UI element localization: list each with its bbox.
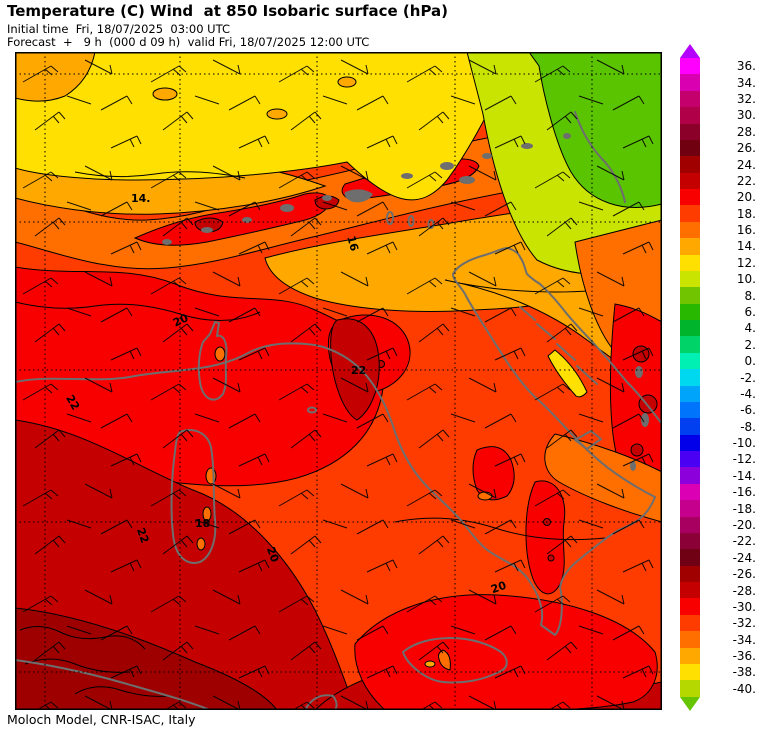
colorbar-band bbox=[680, 418, 700, 435]
colorbar-tick-label: 14. bbox=[736, 239, 756, 254]
colorbar-tick-label: -4. bbox=[740, 386, 756, 401]
colorbar-tick-label: -28. bbox=[732, 583, 756, 598]
colorbar-tick-label: -18. bbox=[732, 501, 756, 516]
colorbar-band bbox=[680, 549, 700, 566]
initial-time-line: Initial time Fri, 18/07/2025 03:00 UTC bbox=[7, 22, 230, 36]
colorbar-band bbox=[680, 451, 700, 468]
colorbar-band bbox=[680, 254, 700, 271]
colorbar-tick-label: 30. bbox=[736, 108, 756, 123]
model-credit: Moloch Model, CNR-ISAC, Italy bbox=[7, 712, 196, 727]
colorbar-tick-label: -14. bbox=[732, 468, 756, 483]
colorbar-band bbox=[680, 205, 700, 222]
colorbar-tick-label: -40. bbox=[732, 681, 756, 696]
colorbar-tick-label: -30. bbox=[732, 599, 756, 614]
colorbar-tick-label: 32. bbox=[736, 91, 756, 106]
colorbar-band bbox=[680, 647, 700, 664]
colorbar-band bbox=[680, 172, 700, 189]
weather-map bbox=[15, 52, 662, 710]
colorbar-tick-label: 24. bbox=[736, 157, 756, 172]
colorbar-tick-label: -36. bbox=[732, 649, 756, 664]
colorbar-band bbox=[680, 401, 700, 419]
colorbar-band bbox=[680, 467, 700, 484]
colorbar-tick-label: -12. bbox=[732, 452, 756, 467]
colorbar-tick-label: -32. bbox=[732, 616, 756, 631]
colorbar-band bbox=[680, 369, 700, 386]
colorbar-band bbox=[680, 189, 700, 206]
colorbar-tick-label: -20. bbox=[732, 517, 756, 532]
colorbar-band bbox=[680, 352, 700, 370]
colorbar-tick-label: 20. bbox=[736, 190, 756, 205]
forecast-valid-line: Forecast + 9 h (000 d 09 h) valid Fri, 1… bbox=[7, 35, 370, 49]
colorbar-ticks: 36. 34. 32. 30. 28. 26. 24. 22. 20. 18. 16. 14. 12. 1… bbox=[680, 44, 758, 724]
colorbar-band bbox=[680, 123, 700, 140]
colorbar-band bbox=[680, 287, 700, 304]
colorbar-tick-label: -26. bbox=[732, 567, 756, 582]
colorbar-tick-label: 28. bbox=[736, 124, 756, 139]
colorbar-tick-label: -10. bbox=[732, 436, 756, 451]
colorbar-tick-label: 10. bbox=[736, 272, 756, 287]
colorbar-arrow-up bbox=[680, 44, 700, 58]
colorbar-arrow-down bbox=[680, 697, 700, 711]
colorbar-band bbox=[680, 500, 700, 517]
colorbar-tick-label: 22. bbox=[736, 173, 756, 188]
colorbar-band bbox=[680, 614, 700, 632]
colorbar-tick-label: -24. bbox=[732, 550, 756, 565]
colorbar-band bbox=[680, 516, 700, 533]
colorbar-band bbox=[680, 270, 700, 288]
colorbar-band bbox=[680, 680, 700, 697]
colorbar-tick-label: 26. bbox=[736, 141, 756, 156]
colorbar-tick-label: -6. bbox=[740, 403, 756, 418]
colorbar-band bbox=[680, 483, 700, 501]
colorbar-tick-label: 36. bbox=[736, 59, 756, 74]
colorbar-tick-label: 12. bbox=[736, 255, 756, 270]
colorbar: 36. 34. 32. 30. 28. 26. 24. 22. 20. 18. 16. 14. 12. 1… bbox=[680, 44, 758, 724]
colorbar-tick-label: 34. bbox=[736, 75, 756, 90]
colorbar-tick-label: 6. bbox=[744, 304, 756, 319]
colorbar-band bbox=[680, 434, 700, 451]
colorbar-band bbox=[680, 221, 700, 239]
colorbar-tick-label: -8. bbox=[740, 419, 756, 434]
colorbar-band bbox=[680, 532, 700, 550]
colorbar-band bbox=[680, 565, 700, 582]
colorbar-tick-label: 4. bbox=[744, 321, 756, 336]
colorbar-band bbox=[680, 336, 700, 353]
colorbar-tick-label: 2. bbox=[744, 337, 756, 352]
colorbar-tick-label: 16. bbox=[736, 223, 756, 238]
colorbar-band bbox=[680, 582, 700, 599]
colorbar-band bbox=[680, 90, 700, 108]
colorbar-strip bbox=[680, 58, 700, 697]
colorbar-tick-label: -22. bbox=[732, 534, 756, 549]
colorbar-tick-label: -16. bbox=[732, 485, 756, 500]
map-frame: 14. 16 20 22 22 18 22 20 20 bbox=[15, 52, 662, 710]
page-title: Temperature (C) Wind at 850 Isobaric sur… bbox=[7, 2, 449, 20]
colorbar-tick-label: 0. bbox=[744, 354, 756, 369]
colorbar-band bbox=[680, 663, 700, 681]
colorbar-band bbox=[680, 238, 700, 255]
colorbar-band bbox=[680, 156, 700, 173]
colorbar-band bbox=[680, 58, 700, 75]
colorbar-band bbox=[680, 139, 700, 157]
colorbar-tick-label: -34. bbox=[732, 632, 756, 647]
colorbar-band bbox=[680, 107, 700, 124]
colorbar-band bbox=[680, 631, 700, 648]
colorbar-tick-label: 8. bbox=[744, 288, 756, 303]
colorbar-band bbox=[680, 303, 700, 320]
wind-barbs-layer bbox=[15, 52, 662, 710]
colorbar-tick-label: 18. bbox=[736, 206, 756, 221]
colorbar-band bbox=[680, 320, 700, 337]
colorbar-band bbox=[680, 385, 700, 402]
colorbar-band bbox=[680, 74, 700, 91]
colorbar-tick-label: -2. bbox=[740, 370, 756, 385]
colorbar-band bbox=[680, 598, 700, 615]
colorbar-tick-label: -38. bbox=[732, 665, 756, 680]
